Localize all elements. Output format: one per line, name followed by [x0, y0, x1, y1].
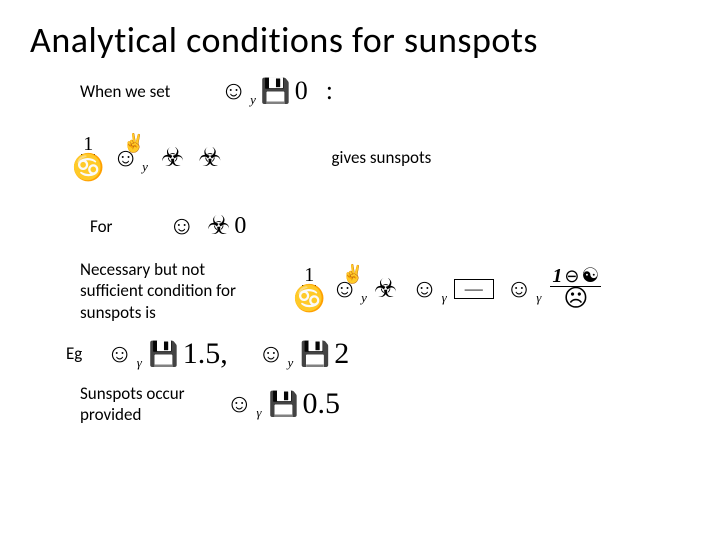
smiley-icon [168, 211, 195, 241]
fraction-icon: 1 [70, 134, 106, 181]
slide: Analytical conditions for sunspots When … [0, 0, 720, 540]
label-when-we-set: When we set [80, 81, 170, 102]
disk-icon [149, 339, 179, 369]
row-eg: Eg γ 1.5, y 2 [66, 337, 690, 371]
row-provided: Sunspots occur provided γ 0.5 [80, 383, 690, 426]
row-gives-sunspots: 1 y gives sunspots [70, 134, 690, 181]
smiley-gamma-icon: γ [411, 274, 438, 304]
cancer-icon [70, 155, 106, 181]
eq-provided: γ 0.5 [226, 387, 340, 421]
biohazard-icon [207, 211, 230, 241]
label-for: For [90, 216, 112, 237]
eq-fraction-expr: 1 y [70, 134, 222, 181]
val-1-5: 1.5, [183, 337, 228, 371]
fraction-1-sad: 1 ⊖ ☯ [550, 266, 601, 311]
biohazard-icon [198, 143, 221, 173]
val-0-5: 0.5 [302, 387, 340, 421]
smiley-gamma-icon: γ [506, 274, 533, 304]
disk-icon [269, 388, 299, 420]
block-icon [454, 279, 494, 299]
peace-icon [342, 264, 364, 285]
colon: : [326, 76, 333, 106]
cancer-icon [291, 286, 327, 312]
zero: 0 [295, 76, 308, 106]
biohazard-icon [374, 274, 397, 304]
val-2: 2 [334, 337, 349, 371]
row-when-we-set: When we set y 0 : [80, 76, 690, 106]
eq-for: 0 [168, 211, 246, 241]
smiley-peace-icon: y [331, 274, 358, 304]
smiley-gamma-icon: γ [106, 339, 133, 369]
peace-icon [123, 133, 145, 154]
fraction-icon: 1 [291, 265, 327, 312]
zero: 0 [234, 213, 246, 240]
eq-eg: γ 1.5, y 2 [106, 337, 349, 371]
row-for: For 0 [90, 211, 690, 241]
smiley-peace-icon: y [112, 143, 139, 173]
eq-necessary: 1 y γ γ 1 ⊖ ☯ [291, 265, 601, 312]
biohazard-icon [161, 143, 184, 173]
disk-icon [261, 76, 291, 106]
disk-icon [300, 339, 330, 369]
label-provided: Sunspots occur provided [80, 383, 200, 426]
row-necessary: Necessary but not sufficient condition f… [80, 259, 690, 323]
eq-set-zero: y 0 : [220, 76, 333, 106]
page-title: Analytical conditions for sunspots [30, 18, 690, 62]
label-gives-sunspots: gives sunspots [332, 147, 432, 168]
smiley-y-icon: y [258, 339, 285, 369]
smiley-gamma-icon: γ [226, 389, 253, 419]
label-eg: Eg [66, 343, 82, 364]
sad-icon [563, 289, 588, 311]
label-necessary: Necessary but not sufficient condition f… [80, 259, 245, 323]
smiley-icon: y [220, 76, 247, 106]
